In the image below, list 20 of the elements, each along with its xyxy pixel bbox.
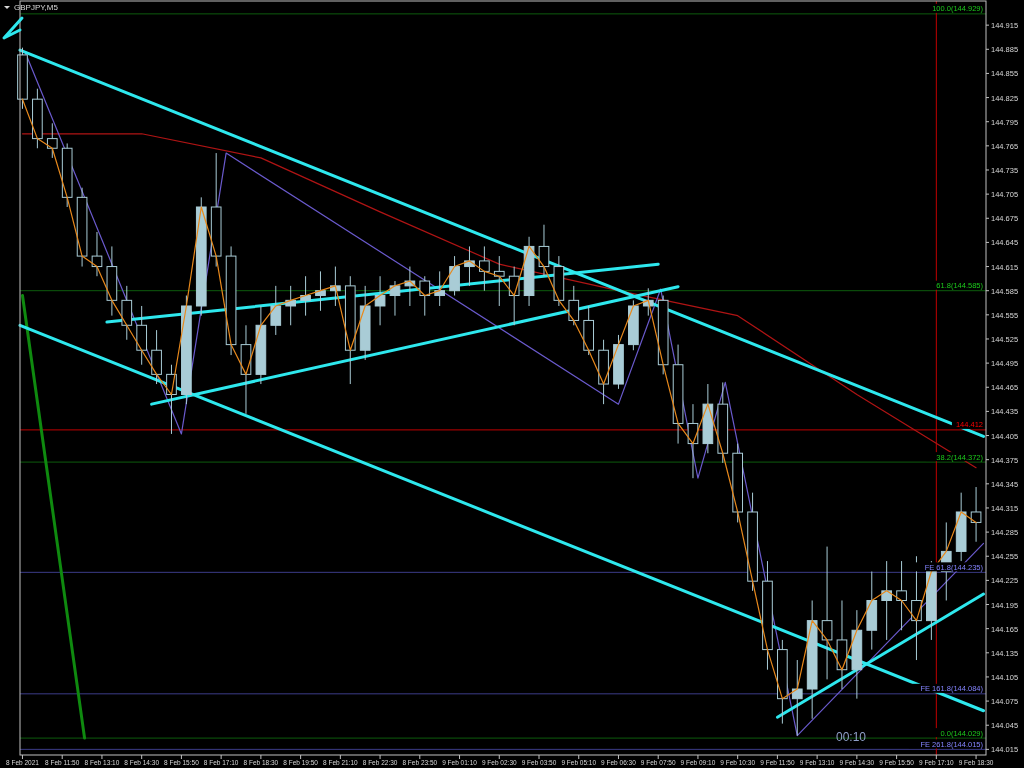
candlestick (91, 231, 103, 277)
candlestick (493, 255, 505, 307)
candlestick (46, 122, 58, 159)
candlestick (315, 270, 326, 312)
candlestick (538, 224, 550, 277)
candlestick (434, 270, 446, 307)
candlestick (270, 285, 282, 336)
annotation: 00:10 (836, 730, 867, 744)
candlestick (821, 546, 833, 680)
candlestick (881, 560, 893, 641)
candlestick (389, 280, 401, 317)
candlestick (896, 560, 907, 631)
candlestick (568, 285, 580, 326)
candlestick (479, 245, 490, 292)
candlestick (285, 285, 297, 326)
candlestick (374, 275, 386, 326)
candlestick (791, 659, 803, 737)
candlestick (419, 275, 431, 317)
candlestick (970, 486, 982, 543)
chart-title: GBPJPY,M5 (14, 3, 59, 12)
